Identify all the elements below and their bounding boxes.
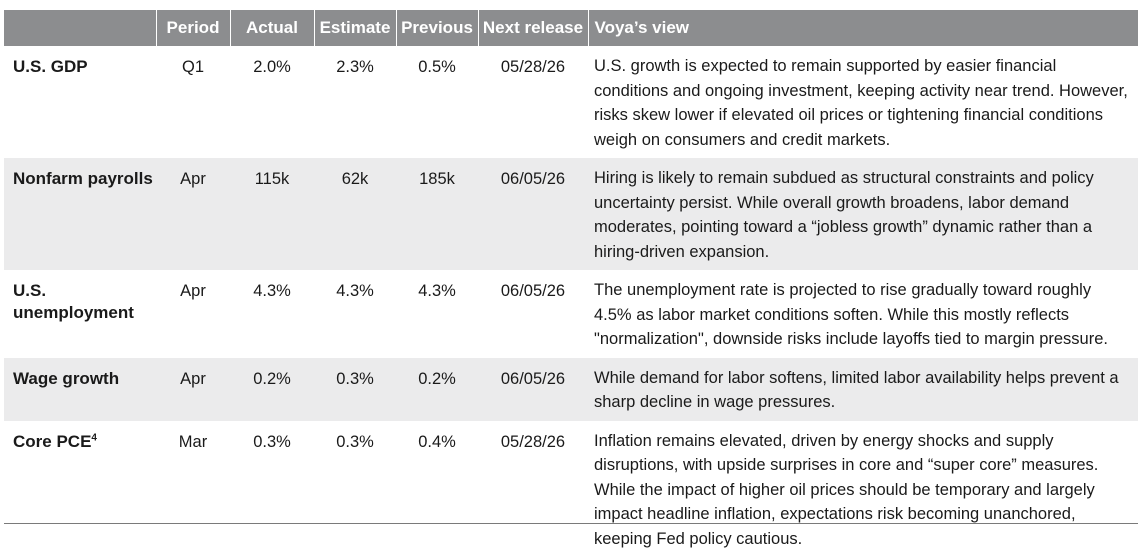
header-voyas-view: Voya’s view [588,10,1138,46]
table-bottom-rule [4,523,1138,524]
estimate-cell: 62k [314,158,396,270]
actual-cell: 2.0% [230,46,314,158]
indicator-label: Core PCE [13,432,91,451]
economic-indicators-table: Period Actual Estimate Previous Next rel… [4,10,1138,556]
next-release-cell: 06/05/26 [478,158,588,270]
header-estimate: Estimate [314,10,396,46]
voyas-view-cell: Inflation remains elevated, driven by en… [588,421,1138,556]
voyas-view-cell: The unemployment rate is projected to ri… [588,270,1138,358]
next-release-cell: 05/28/26 [478,46,588,158]
previous-cell: 0.5% [396,46,478,158]
header-indicator [4,10,156,46]
indicator-cell: U.S. GDP [4,46,156,158]
voyas-view-cell: U.S. growth is expected to remain suppor… [588,46,1138,158]
previous-cell: 0.4% [396,421,478,556]
period-cell: Apr [156,270,230,358]
header-next-release: Next release [478,10,588,46]
header-actual: Actual [230,10,314,46]
period-cell: Mar [156,421,230,556]
period-cell: Q1 [156,46,230,158]
estimate-cell: 4.3% [314,270,396,358]
estimate-cell: 0.3% [314,421,396,556]
table-row-core-pce: Core PCE4 Mar 0.3% 0.3% 0.4% 05/28/26 In… [4,421,1138,556]
indicator-cell: U.S. unemployment [4,270,156,358]
table-row-nonfarm-payrolls: Nonfarm payrolls Apr 115k 62k 185k 06/05… [4,158,1138,270]
actual-cell: 0.2% [230,358,314,421]
header-previous: Previous [396,10,478,46]
table-row-wage-growth: Wage growth Apr 0.2% 0.3% 0.2% 06/05/26 … [4,358,1138,421]
next-release-cell: 05/28/26 [478,421,588,556]
previous-cell: 0.2% [396,358,478,421]
table-row-us-gdp: U.S. GDP Q1 2.0% 2.3% 0.5% 05/28/26 U.S.… [4,46,1138,158]
period-cell: Apr [156,358,230,421]
voyas-view-cell: Hiring is likely to remain subdued as st… [588,158,1138,270]
previous-cell: 4.3% [396,270,478,358]
estimate-cell: 2.3% [314,46,396,158]
actual-cell: 0.3% [230,421,314,556]
table-header: Period Actual Estimate Previous Next rel… [4,10,1138,46]
actual-cell: 115k [230,158,314,270]
indicator-cell: Wage growth [4,358,156,421]
indicator-cell: Nonfarm payrolls [4,158,156,270]
period-cell: Apr [156,158,230,270]
footnote-marker: 4 [91,432,97,443]
economic-indicators-table-container: Period Actual Estimate Previous Next rel… [4,10,1138,556]
header-row: Period Actual Estimate Previous Next rel… [4,10,1138,46]
actual-cell: 4.3% [230,270,314,358]
next-release-cell: 06/05/26 [478,358,588,421]
voyas-view-cell: While demand for labor softens, limited … [588,358,1138,421]
table-body: U.S. GDP Q1 2.0% 2.3% 0.5% 05/28/26 U.S.… [4,46,1138,556]
table-row-us-unemployment: U.S. unemployment Apr 4.3% 4.3% 4.3% 06/… [4,270,1138,358]
indicator-cell: Core PCE4 [4,421,156,556]
estimate-cell: 0.3% [314,358,396,421]
header-period: Period [156,10,230,46]
next-release-cell: 06/05/26 [478,270,588,358]
previous-cell: 185k [396,158,478,270]
